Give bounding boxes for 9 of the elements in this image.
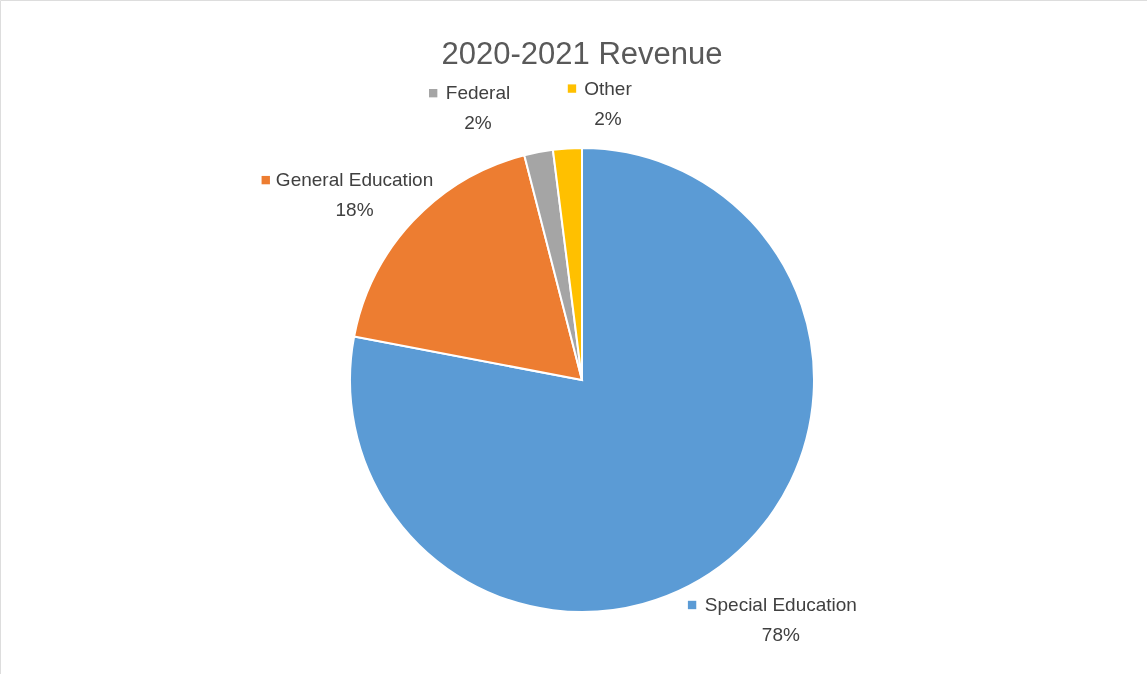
data-label: 2% [464, 112, 492, 134]
legend-label: Special Education [704, 593, 857, 615]
data-label: 78% [761, 623, 800, 645]
data-label: 18% [335, 199, 374, 221]
data-label: 2% [594, 107, 622, 129]
legend-label: Other [584, 77, 633, 99]
chart-title: 2020-2021 Revenue [441, 36, 723, 71]
legend-label: Federal [445, 82, 511, 104]
legend-label: General Education [275, 169, 434, 191]
